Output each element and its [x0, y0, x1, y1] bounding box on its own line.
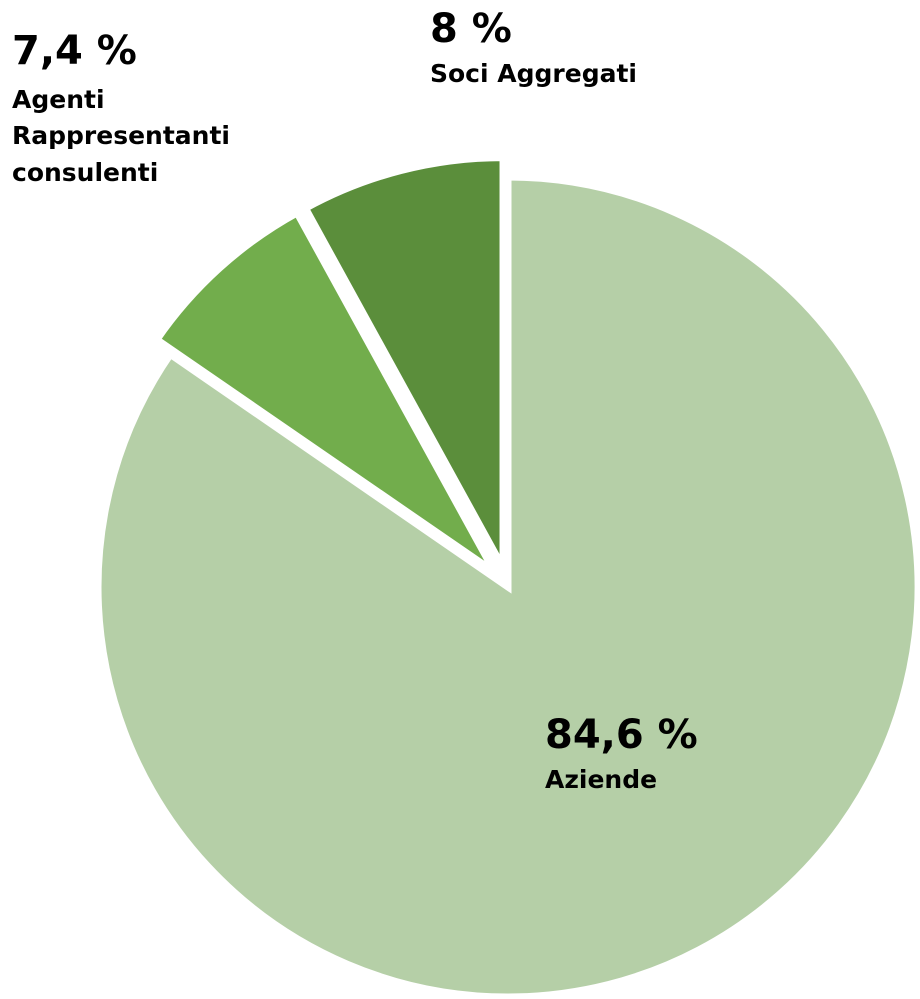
slice-name-agenti-line-1: Agenti: [12, 85, 105, 114]
pie-slice-agenti: [152, 208, 498, 576]
slice-label-soci: 8 % Soci Aggregati: [430, 6, 637, 89]
slice-percent-agenti: 7,4 %: [12, 28, 137, 74]
slice-name-soci: Soci Aggregati: [430, 59, 637, 88]
slice-percent-aziende: 84,6 %: [545, 712, 698, 758]
slice-label-aziende: 84,6 % Aziende: [545, 712, 698, 795]
pie-slice-aziende: [94, 173, 920, 999]
slice-name-agenti: Agenti Rappresentanti consulenti: [12, 82, 272, 191]
slice-name-agenti-line-2: Rappresentanti: [12, 121, 230, 151]
pie-slice-soci: [300, 154, 507, 570]
slice-percent-soci: 8 %: [430, 6, 512, 52]
slice-name-aziende: Aziende: [545, 765, 658, 794]
slice-name-agenti-line-3: consulenti: [12, 157, 159, 187]
slice-label-agenti: 7,4 % Agenti Rappresentanti consulenti: [12, 28, 272, 191]
